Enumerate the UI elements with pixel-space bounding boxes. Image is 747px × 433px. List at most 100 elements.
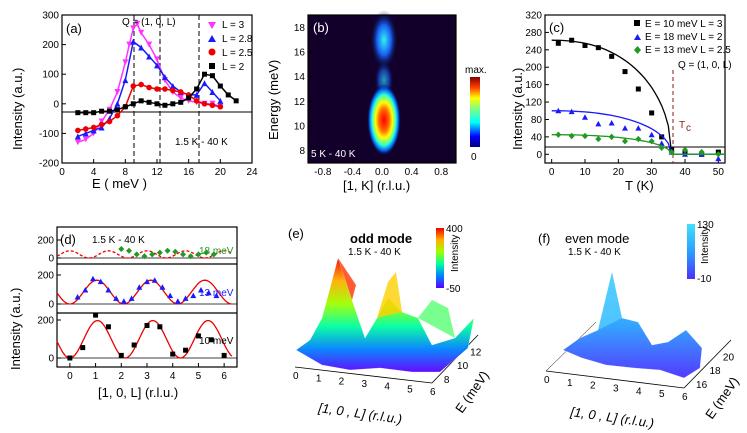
data-point [233, 98, 239, 104]
data-point [82, 136, 89, 143]
panel-c-y-tick-label: 280 [525, 28, 542, 39]
data-point [172, 248, 179, 255]
panel-a-x-tick-label: 20 [215, 167, 227, 178]
data-point [82, 126, 89, 132]
data-point [98, 124, 105, 131]
data-point [169, 83, 176, 90]
data-point [162, 102, 168, 108]
panel-c-x-tick-label: 50 [713, 167, 725, 178]
data-point [622, 138, 628, 145]
panel-e-x-tick-label: 3 [362, 379, 368, 390]
panel-d-y-tick-label: 0 [48, 354, 54, 365]
panel-b-temp-label: 5 K - 40 K [311, 149, 356, 160]
panel-d-y-tick-label: 200 [37, 236, 54, 247]
panel-f-x-axis [545, 370, 685, 389]
data-point [146, 99, 152, 105]
panel-b-cbar-min: 0 [471, 152, 477, 163]
panel-c-label: (c) [549, 20, 564, 35]
data-point [144, 323, 150, 328]
data-point [74, 139, 81, 146]
fit-line [56, 250, 233, 259]
panel-b-colorbar [470, 77, 480, 147]
legend-l28: L = 2.8 [222, 34, 253, 45]
panel-d-temp-label: 1.5 K - 40 K [92, 235, 145, 246]
panel-f-x-tick-label: 6 [682, 392, 688, 403]
panel-b-y-tick-label: 10 [294, 122, 306, 133]
data-point [193, 91, 200, 98]
panel-d-x-tick-label: 5 [196, 371, 202, 382]
data-point [659, 134, 665, 140]
data-point [170, 101, 176, 107]
data-point [146, 53, 153, 60]
panel-f-y-axis [683, 339, 732, 389]
data-point [595, 135, 602, 143]
data-point [157, 324, 163, 330]
panel-b-cbar-max: max. [465, 65, 487, 76]
panel-d-ylabel: Intensity (a.u.) [8, 288, 23, 370]
data-point [114, 100, 121, 107]
panel-a-y-tick-label: -200 [39, 159, 59, 170]
data-point [128, 295, 135, 301]
legend-l2: L = 2 [222, 62, 245, 73]
panel-b-xlabel: [1, K] (r.l.u.) [343, 178, 410, 193]
data-point [658, 144, 665, 151]
data-point [74, 294, 81, 300]
panel-d-energy-18: 18 meV [199, 246, 234, 257]
data-point [203, 249, 210, 256]
legend-marker-l28 [208, 35, 216, 42]
data-point [149, 251, 156, 258]
data-point [217, 103, 224, 110]
panel-a-xlabel: E ( meV ) [92, 176, 147, 191]
panel-e-x-tick-label: 6 [430, 387, 436, 398]
panel-b-y-tick-label: 8 [299, 146, 305, 157]
panel-d-xlabel: [1, 0, L] (r.l.u.) [98, 385, 178, 400]
panel-c-y-tick-label: 160 [525, 80, 542, 91]
legend-marker-e13 [634, 46, 641, 54]
panel-e-ylabel: E (meV) [452, 368, 492, 416]
data-point [649, 110, 655, 116]
panel-c: 0 10 20 30 40 50 0 40 80 120 160 200 240 280 320 (c) E… [510, 11, 732, 194]
panel-e-colorbar [436, 228, 444, 288]
panel-f-x-tick-label: 5 [659, 389, 665, 400]
data-point [622, 125, 628, 131]
panel-b-x-tick-label: 0.8 [434, 167, 448, 178]
data-point [126, 41, 133, 48]
legend-marker-l2 [209, 63, 215, 69]
data-point [133, 251, 140, 258]
data-point [126, 247, 132, 254]
data-point [582, 42, 588, 48]
panel-e-subtitle: 1.5 K - 40 K [348, 247, 401, 258]
legend-marker-e10 [634, 20, 640, 26]
data-point [205, 289, 212, 296]
panel-c-x-tick-label: 20 [613, 167, 625, 178]
legend-e18: E = 18 meV L = 2 [645, 32, 723, 43]
data-point [136, 284, 143, 290]
panel-d-energy-10: 10 meV [199, 336, 234, 347]
panel-e-x-axis [294, 366, 433, 384]
data-point [193, 98, 200, 104]
panel-d-y-tick-label: 0 [48, 300, 54, 311]
panel-f-xlabel: [1, 0 , L] (r.l.u.) [569, 404, 655, 431]
data-point [146, 41, 153, 48]
data-point [154, 86, 160, 92]
data-point [146, 84, 152, 91]
data-point [75, 110, 81, 116]
legend-marker-l3 [208, 22, 216, 29]
data-point [635, 125, 642, 131]
data-point [122, 59, 129, 66]
panel-a-x-tick-label: 16 [183, 167, 195, 178]
data-point [98, 121, 105, 128]
data-point [154, 101, 160, 107]
panel-f-x-tick-label: 3 [613, 384, 619, 395]
panel-a-x-tick-label: 0 [59, 167, 65, 178]
panel-a-y-tick-label: 100 [42, 70, 59, 81]
data-point [138, 81, 144, 88]
data-point [120, 298, 127, 304]
data-point [608, 133, 615, 141]
surface-e-peak-1 [338, 258, 356, 300]
data-point [114, 107, 120, 113]
panel-e-label: (e) [288, 226, 304, 241]
panel-e-x-tick-label: 4 [384, 382, 390, 393]
panel-d-y-tick-label: 0 [48, 254, 54, 265]
